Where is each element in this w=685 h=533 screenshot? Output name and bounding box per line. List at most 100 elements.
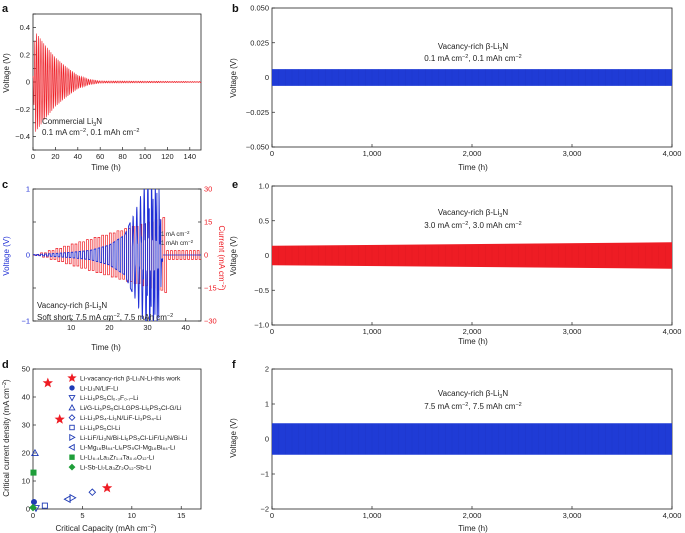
plot-frame-d xyxy=(32,368,202,510)
y-tick-label-f: 2 xyxy=(265,365,269,374)
panel-a: a 0 20 40 60 80 100 120 140 −0.4 −0.2 0 0.2 0.4 Time… xyxy=(2,3,202,172)
data-point-d-s0 xyxy=(101,482,113,493)
x-tick-label-d: 0 xyxy=(31,511,35,520)
y-tick-label-d: 40 xyxy=(22,393,30,402)
x-axis-label-c: Time (h) xyxy=(91,343,121,352)
y-tick-label-d: 30 xyxy=(22,421,30,430)
y-tick-label-e: −1.0 xyxy=(254,321,269,330)
y-axis-label-e: Voltage (V) xyxy=(229,236,238,276)
x-axis-label-a: Time (h) xyxy=(91,163,121,172)
y-tick-label-b: 0.025 xyxy=(250,38,269,47)
x-axis-label-e: Time (h) xyxy=(458,337,488,346)
legend-d: Li-vacancy-rich β-Li₃N-Li-this work Li-Li… xyxy=(67,373,188,472)
x-tick-label-a: 40 xyxy=(74,152,82,161)
y-tick-label-b: 0 xyxy=(265,73,269,82)
x-tick-label-a: 120 xyxy=(161,152,174,161)
y2-tick-label-c: −30 xyxy=(204,317,217,326)
y-tick-label-b: −0.025 xyxy=(246,108,269,117)
panel-label-a: a xyxy=(2,3,9,15)
y2-tick-label-c: 0 xyxy=(204,251,208,260)
y-tick-label-a: −0.4 xyxy=(15,132,30,141)
legend-label-d-7: Li-Mg₁₆Bi₈₄-Li₆PS₅Cl-Mg₁₆Bi₈₄-Li xyxy=(80,445,176,452)
legend-marker-d-7 xyxy=(68,443,75,451)
panel-c: c 10 20 30 40 −1 0 1 −30 −15 0 15 30 Time (h) Volta… xyxy=(2,179,226,352)
series-line-voltage-a xyxy=(32,33,202,132)
x-tick-label-b: 3,000 xyxy=(563,149,582,158)
legend-marker-d-5 xyxy=(69,424,75,431)
y-tick-label-b: 0.050 xyxy=(250,4,269,13)
panel-e: e 0 1,000 2,000 3,000 4,000 −1.0 −0.5 0 0.5 1.0 T… xyxy=(229,179,681,346)
data-point-d-s8 xyxy=(30,469,37,476)
x-tick-label-f: 2,000 xyxy=(463,511,482,520)
y-tick-label-c: 0 xyxy=(26,251,30,260)
y-axis-label-c: Voltage (V) xyxy=(2,236,11,276)
annotation-f-line1: Vacancy-rich β-Li3N xyxy=(438,389,508,400)
annotation-c-small2: 1 mAh cm−2 xyxy=(161,239,194,247)
annotation-a-line1: Commercial Li3N xyxy=(42,117,102,128)
x-tick-label-f: 1,000 xyxy=(363,511,382,520)
legend-label-d-8: Li-Li₆.₄La₃Zr₁.₄Ta₀.₆O₁₂-Li xyxy=(80,455,155,462)
y-tick-label-a: 0 xyxy=(26,78,30,87)
annotation-b-line2: 0.1 mA cm−2, 0.1 mAh cm−2 xyxy=(424,54,521,63)
data-point-d-s7 xyxy=(63,495,71,504)
legend-label-d-9: Li-Sb-Li₇La₃Zr₂O₁₂-Sb-Li xyxy=(80,465,152,472)
y-tick-label-d: 10 xyxy=(22,477,30,486)
data-point-d-s0 xyxy=(42,377,53,388)
y-axis-label-f: Voltage (V) xyxy=(229,418,238,458)
y2-axis-label-c: Current (mA cm−2) xyxy=(217,226,226,291)
x-tick-label-e: 3,000 xyxy=(563,327,582,336)
x-tick-label-e: 0 xyxy=(270,327,274,336)
data-point-d-s1 xyxy=(30,498,37,506)
y-tick-label-d: 50 xyxy=(22,365,30,374)
legend-marker-d-3 xyxy=(68,403,76,411)
legend-marker-d-9 xyxy=(68,463,76,471)
x-tick-label-c: 40 xyxy=(182,323,190,332)
x-tick-label-a: 80 xyxy=(118,152,126,161)
y-axis-label-a: Voltage (V) xyxy=(2,53,11,93)
y-tick-label-c: 1 xyxy=(26,185,30,194)
plot-d: 0 5 10 15 0 10 20 30 40 50 xyxy=(22,365,202,520)
y-tick-label-a: −0.2 xyxy=(15,105,30,114)
y-tick-label-b: −0.050 xyxy=(246,143,269,152)
x-tick-label-c: 20 xyxy=(105,323,113,332)
y-tick-label-e: 0.5 xyxy=(259,216,269,225)
y-tick-label-f: −2 xyxy=(260,505,269,514)
x-axis-label-d: Critical Capacity (mAh cm−2) xyxy=(56,524,157,533)
legend-label-d-0: Li-vacancy-rich β-Li₃N-Li-this work xyxy=(80,375,181,382)
y-tick-label-a: 0.4 xyxy=(20,23,30,32)
legend-label-d-3: Li/G-Li₆PS₅Cl-LGPS-Li₆PS₅Cl-G/Li xyxy=(80,405,182,412)
plot-f: 0 1,000 2,000 3,000 4,000 −2 −1 0 1 2 xyxy=(260,365,681,520)
x-tick-label-a: 60 xyxy=(96,152,104,161)
plot-b: 0 1,000 2,000 3,000 4,000 −0.050 −0.025 0 0.025 0… xyxy=(246,4,682,158)
y-tick-label-c: −1 xyxy=(21,317,30,326)
x-tick-label-a: 0 xyxy=(31,152,35,161)
y2-tick-label-c: 30 xyxy=(204,185,212,194)
x-tick-label-b: 1,000 xyxy=(363,149,382,158)
annotation-a-line2: 0.1 mA cm−2, 0.1 mAh cm−2 xyxy=(42,128,139,137)
annotation-e-line1: Vacancy-rich β-Li3N xyxy=(438,208,508,219)
data-point-d-s6 xyxy=(69,493,77,502)
y-tick-label-d: 20 xyxy=(22,449,30,458)
legend-marker-d-0 xyxy=(67,373,77,382)
legend-marker-d-4 xyxy=(68,414,76,422)
data-point-d-s4 xyxy=(88,488,97,497)
legend-marker-d-8 xyxy=(69,454,75,460)
panel-label-f: f xyxy=(232,359,236,371)
x-tick-label-d: 10 xyxy=(128,511,136,520)
x-tick-label-a: 140 xyxy=(184,152,197,161)
x-axis-label-f: Time (h) xyxy=(458,524,488,533)
data-point-d-s0 xyxy=(54,413,65,424)
annotation-f-line2: 7.5 mA cm−2, 7.5 mAh cm−2 xyxy=(424,402,521,411)
legend-label-d-4: Li-Li₃PS₄-Li₃N/LiF-Li₃PS₄-Li xyxy=(80,415,162,422)
x-tick-label-d: 5 xyxy=(80,511,84,520)
legend-label-d-6: Li-LiF/Li₃N/Bi-Li₆PS₅Cl-LiF/Li₃N/Bi-Li xyxy=(80,435,188,442)
legend-marker-d-1 xyxy=(69,385,75,391)
data-point-d-s5 xyxy=(41,502,48,509)
legend-label-d-2: Li-Li₆PS₅Cl₀.₃F₀.₇-Li xyxy=(80,395,139,402)
series-line-current-c xyxy=(33,217,201,293)
annotation-c-small1: 1 mA cm−2 xyxy=(161,230,190,238)
annotation-c-line2: Soft short: 7.5 mA cm−2, 7.5 mAh cm−2 xyxy=(37,313,173,322)
y-tick-label-a: 0.2 xyxy=(20,50,30,59)
y-tick-label-e: −0.5 xyxy=(254,286,269,295)
